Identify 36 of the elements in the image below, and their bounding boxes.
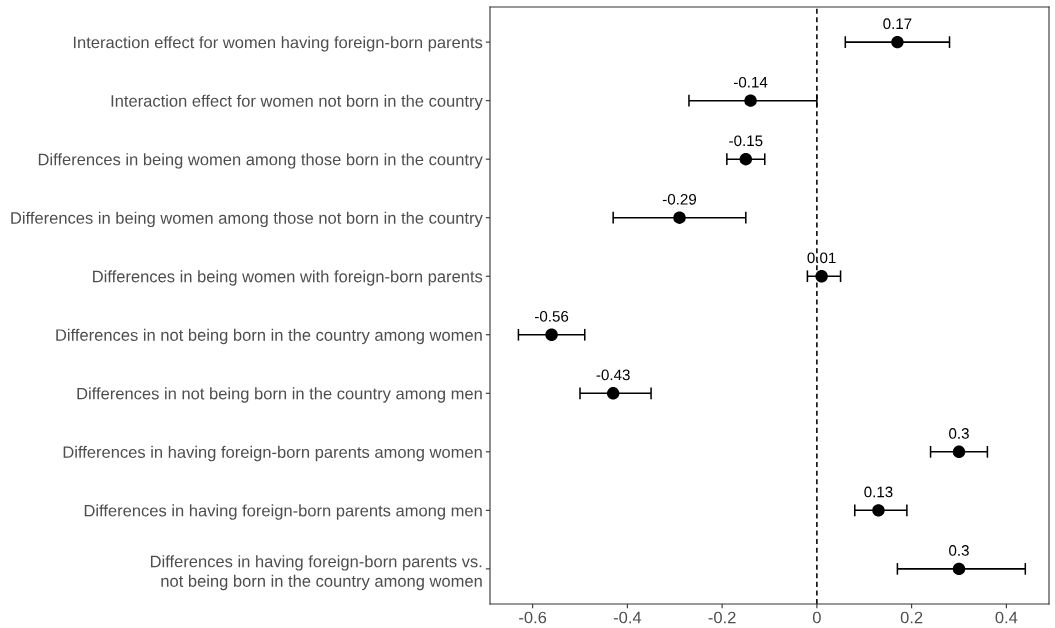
point xyxy=(606,387,620,400)
data-label: -0.56 xyxy=(535,311,569,322)
y-tick-label: Differences in not being born in the country among women xyxy=(56,328,482,345)
y-tick-label: Differences in being women with foreign-born parents xyxy=(93,270,483,286)
data-label: 0.3 xyxy=(949,545,969,556)
point xyxy=(739,152,753,166)
y-tick-label: Differences in not being born in the country among men xyxy=(77,387,482,403)
point xyxy=(815,270,828,283)
x-tick-label: -0.2 xyxy=(708,611,736,624)
x-tick-label: -0.4 xyxy=(613,611,642,624)
point xyxy=(545,328,558,341)
x-tick-label: 0.4 xyxy=(995,611,1018,624)
point xyxy=(744,94,757,107)
x-tick-label: -0.6 xyxy=(519,611,547,624)
y-tick-label: Interaction effect for women not born in the country xyxy=(111,94,483,111)
y-tick-label: Differences in having foreign-born parents among men xyxy=(84,504,482,520)
data-label: 0.17 xyxy=(883,18,912,30)
point xyxy=(891,35,904,49)
data-label: -0.29 xyxy=(662,193,697,205)
point xyxy=(673,211,686,224)
data-label: -0.43 xyxy=(596,369,630,381)
point xyxy=(952,445,966,459)
data-label: 0.3 xyxy=(949,428,969,439)
x-tick-label: 0.2 xyxy=(900,611,923,624)
y-tick-label: Differences in being women among those born in the country xyxy=(38,153,483,169)
y-tick-label: Differences in having foreign-born parents among women xyxy=(63,445,482,462)
point xyxy=(952,562,966,576)
point xyxy=(872,504,885,517)
data-label: -0.15 xyxy=(729,135,763,147)
data-label: -0.14 xyxy=(733,76,768,88)
data-label: 0.13 xyxy=(864,486,893,498)
y-tick-label: Interaction effect for women having foreign-born parents xyxy=(73,36,483,52)
x-tick-label: 0 xyxy=(812,611,821,624)
y-tick-label: Differences in having foreign-born parents vs. not being born in the country among women xyxy=(150,555,482,591)
data-label: 0.01 xyxy=(807,252,836,264)
y-tick-label: Differences in being women among those not born in the country xyxy=(11,211,483,228)
